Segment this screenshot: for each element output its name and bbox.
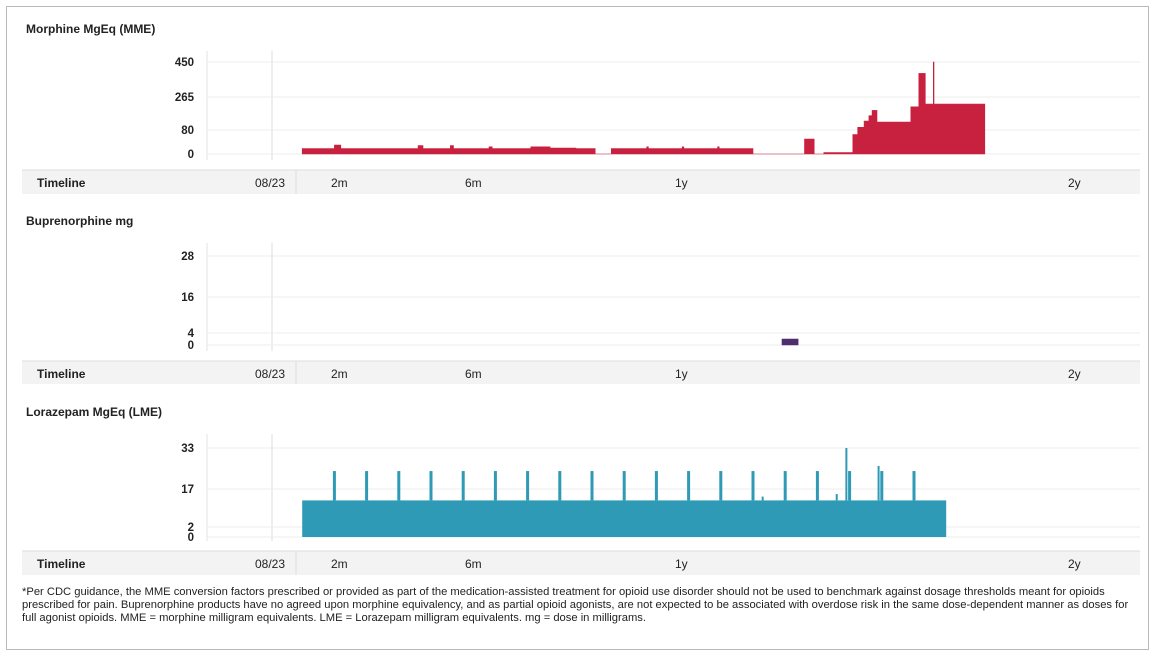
series-area (301, 61, 986, 155)
chart-panel-1: Morphine MgEq (MME) 0 80 265 450 Timeline 08/2… (22, 22, 1140, 194)
y-tick-label: 17 (181, 484, 194, 496)
y-tick-label: 0 (188, 340, 194, 352)
y-tick-label: 2 (188, 522, 194, 534)
series-spike (332, 471, 336, 501)
series-spike (877, 465, 880, 501)
series-spike (654, 471, 658, 501)
chart-title: Morphine MgEq (MME) (26, 22, 155, 36)
timeline-label: Timeline (37, 557, 86, 571)
timeline-tick-label: 08/23 (255, 176, 285, 190)
timeline-bar (22, 551, 1140, 575)
chart-panel-3: Lorazepam MgEq (LME) 02 17 33 Timeline 08/23 2… (22, 405, 1140, 575)
y-tick-label: 0 (188, 532, 194, 544)
y-tick-label: 80 (181, 125, 194, 137)
series-spike (912, 471, 916, 501)
series-spike (835, 494, 838, 501)
series-area (781, 338, 799, 346)
series-spike (687, 471, 691, 501)
series-spike (783, 471, 787, 501)
y-tick-label: 33 (181, 443, 194, 455)
timeline-bar (22, 361, 1140, 384)
series-spike (848, 471, 852, 501)
footnote: *Per CDC guidance, the MME conversion fa… (22, 586, 1129, 624)
y-tick-label: 265 (175, 92, 195, 104)
timeline-tick-label: 2y (1068, 176, 1081, 190)
chart-panel-2: Buprenorphine mg 04 16 28 Timeline 08/23 2m 6m 1… (22, 214, 1140, 384)
series-spike (429, 471, 433, 501)
series-spike (751, 471, 755, 501)
series-spike (719, 471, 723, 501)
series-spike (761, 496, 764, 501)
series-spike (845, 448, 848, 501)
timeline-tick-label: 08/23 (255, 557, 285, 571)
timeline-tick-label: 6m (465, 367, 482, 381)
timeline-tick-label: 6m (465, 557, 482, 571)
timeline-tick-label: 08/23 (255, 367, 285, 381)
timeline-bar (22, 170, 1140, 194)
timeline-tick-label: 2m (331, 557, 348, 571)
series-area (302, 500, 947, 537)
timeline-tick-label: 2m (331, 367, 348, 381)
timeline-label: Timeline (37, 367, 86, 381)
timeline-tick-label: 1y (675, 176, 688, 190)
series-spike (493, 471, 497, 501)
timeline-tick-label: 2y (1068, 367, 1081, 381)
y-tick-label: 450 (175, 57, 194, 69)
timeline-tick-label: 2y (1068, 557, 1081, 571)
chart-title: Lorazepam MgEq (LME) (26, 405, 162, 419)
series-spike (365, 471, 369, 501)
series-spike (526, 471, 530, 501)
series-spike (558, 471, 562, 501)
timeline-tick-label: 1y (675, 557, 688, 571)
timeline-tick-label: 1y (675, 367, 688, 381)
y-tick-label: 4 (188, 328, 195, 340)
chart-title: Buprenorphine mg (26, 214, 133, 228)
timeline-tick-label: 2m (331, 176, 348, 190)
y-tick-label: 0 (188, 149, 194, 161)
y-tick-label: 16 (181, 292, 194, 304)
series-spike (622, 471, 626, 501)
series-spike (461, 471, 465, 501)
series-spike (880, 471, 884, 501)
series-spike (397, 471, 401, 501)
series-spike (590, 471, 594, 501)
timeline-tick-label: 6m (465, 176, 482, 190)
y-tick-label: 28 (181, 251, 194, 263)
series-spike (815, 471, 819, 501)
timeline-label: Timeline (37, 176, 86, 190)
